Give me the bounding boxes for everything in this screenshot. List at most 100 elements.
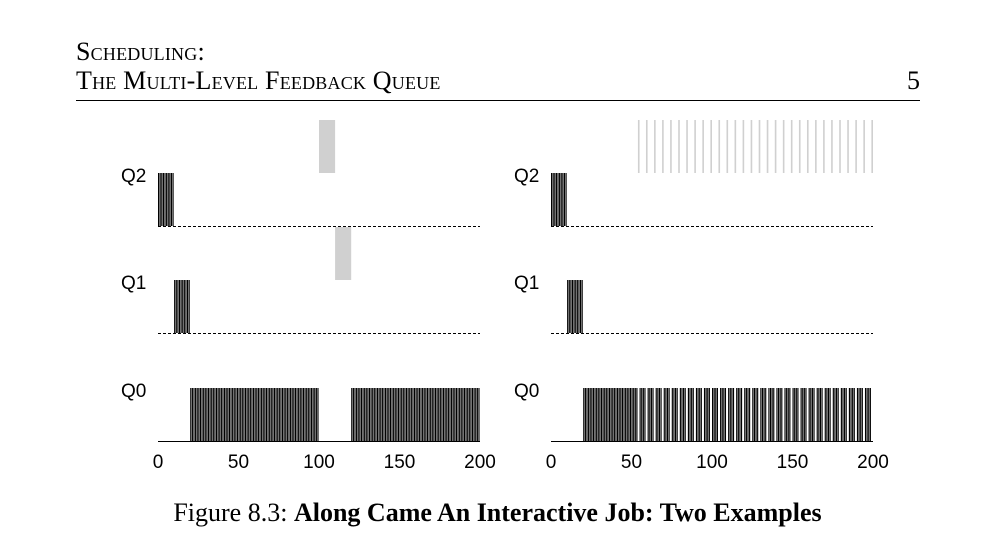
job-slice — [367, 388, 369, 441]
job-slice — [301, 388, 303, 441]
job-slice — [813, 388, 815, 441]
job-slice — [633, 388, 635, 441]
job-slice — [683, 388, 685, 441]
interactive-slice — [847, 120, 849, 173]
job-slice — [684, 388, 686, 441]
job-slice — [186, 280, 189, 333]
queue-label-q2: Q2 — [121, 166, 146, 187]
job-slice — [811, 388, 813, 441]
job-slice — [285, 388, 287, 441]
job-slice — [232, 388, 234, 441]
job-slice — [236, 388, 239, 441]
queue-label-q0: Q0 — [121, 381, 146, 402]
job-slice — [571, 280, 574, 333]
job-slice — [354, 388, 356, 441]
job-slice — [755, 388, 757, 441]
job-slice — [842, 388, 844, 441]
job-slice — [262, 388, 264, 441]
job-slice — [265, 388, 268, 441]
x-tick-label: 200 — [857, 452, 889, 473]
job-slice — [388, 388, 390, 441]
job-slice — [623, 388, 625, 441]
job-slice — [605, 388, 607, 441]
job-slice — [579, 280, 582, 333]
job-slice — [314, 388, 316, 441]
job-slice — [778, 388, 780, 441]
interactive-slice — [831, 120, 833, 173]
job-slice — [581, 280, 583, 333]
job-slice — [578, 280, 580, 333]
job-slice — [695, 388, 698, 441]
job-slice — [848, 388, 851, 441]
job-slice — [306, 388, 308, 441]
job-slice — [380, 388, 382, 441]
job-slice — [740, 388, 743, 441]
x-tick-label: 150 — [777, 452, 809, 473]
job-slice — [749, 388, 751, 441]
job-slice — [222, 388, 224, 441]
job-slice — [383, 388, 385, 441]
job-slice — [364, 388, 366, 441]
job-slice — [463, 388, 466, 441]
job-slice — [655, 388, 657, 441]
job-slice — [555, 173, 557, 226]
job-slice — [620, 388, 622, 441]
interactive-slice — [654, 120, 656, 173]
job-slice — [261, 388, 263, 441]
job-slice — [818, 388, 820, 441]
job-slice — [781, 388, 783, 441]
job-slice — [391, 388, 393, 441]
job-slice — [207, 388, 210, 441]
job-slice — [705, 388, 707, 441]
interactive-slice — [871, 120, 873, 173]
queue-label-q1: Q1 — [121, 273, 146, 294]
job-slice — [467, 388, 469, 441]
job-slice — [393, 388, 395, 441]
job-slice — [352, 388, 354, 441]
job-slice — [671, 388, 673, 441]
job-slice — [204, 388, 206, 441]
job-slice — [465, 388, 467, 441]
job-slice — [293, 388, 295, 441]
job-slice — [291, 388, 293, 441]
job-slice — [861, 388, 863, 441]
job-slice — [597, 388, 599, 441]
job-slice — [224, 388, 226, 441]
interactive-slice — [806, 120, 809, 173]
job-slice — [599, 388, 601, 441]
job-slice — [162, 173, 164, 226]
job-slice — [613, 388, 615, 441]
interactive-slice — [335, 227, 352, 280]
job-slice — [425, 388, 427, 441]
job-slice — [589, 388, 591, 441]
job-slice — [676, 388, 678, 441]
job-slice — [776, 388, 778, 441]
queue-label-q1: Q1 — [514, 273, 539, 294]
job-slice — [233, 388, 235, 441]
interactive-slice — [645, 120, 648, 173]
job-slice — [570, 280, 572, 333]
series-q2-4 — [637, 120, 873, 173]
job-slice — [410, 388, 412, 441]
job-slice — [441, 388, 443, 441]
job-slice — [428, 388, 430, 441]
interactive-slice — [863, 120, 865, 173]
job-slice — [230, 388, 232, 441]
job-slice — [365, 388, 367, 441]
job-slice — [584, 388, 586, 441]
job-slice — [557, 173, 559, 226]
interactive-slice — [637, 120, 640, 173]
job-slice — [438, 388, 440, 441]
job-slice — [703, 388, 706, 441]
job-slice — [304, 388, 306, 441]
job-slice — [771, 388, 773, 441]
job-slice — [252, 388, 255, 441]
job-slice — [272, 388, 274, 441]
interactive-slice — [726, 120, 729, 173]
job-slice — [739, 388, 741, 441]
job-slice — [249, 388, 251, 441]
job-slice — [761, 388, 764, 441]
job-slice — [559, 173, 561, 226]
interactive-slice — [815, 120, 817, 173]
job-slice — [852, 388, 854, 441]
